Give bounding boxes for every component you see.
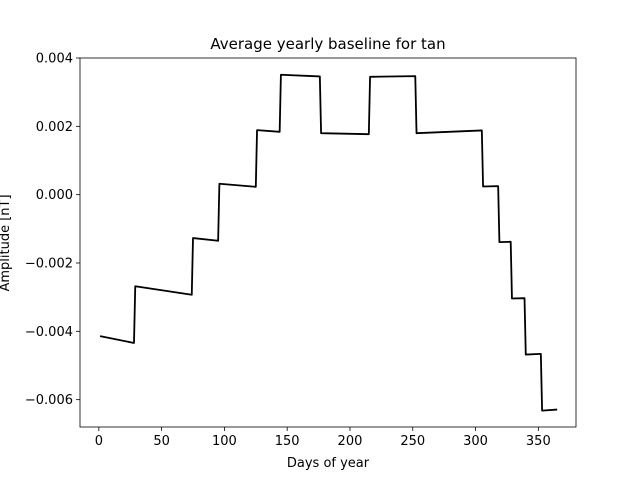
x-tick-label: 150 <box>275 434 300 449</box>
chart-title: Average yearly baseline for tan <box>210 35 445 53</box>
x-tick-label: 100 <box>212 434 237 449</box>
x-axis: 0 50 100 150 200 250 300 350 <box>95 427 551 449</box>
x-tick-label: 350 <box>526 434 551 449</box>
plot-lines <box>99 73 558 412</box>
y-tick-label: 0.002 <box>36 120 73 135</box>
y-tick-label: −0.004 <box>25 325 73 340</box>
y-axis: 0.004 0.002 0.000 −0.002 −0.004 −0.006 <box>25 52 80 408</box>
x-tick-label: 250 <box>400 434 425 449</box>
series-line <box>99 73 558 412</box>
y-axis-label: Amplitude [nT] <box>0 194 13 291</box>
plot-area <box>79 57 577 428</box>
x-tick-label: 0 <box>95 434 103 449</box>
x-tick-label: 300 <box>463 434 488 449</box>
y-tick-label: 0.000 <box>36 188 73 203</box>
y-tick-label: −0.002 <box>25 257 73 272</box>
x-axis-label: Days of year <box>287 456 370 471</box>
x-tick-label: 200 <box>338 434 363 449</box>
y-tick-label: −0.006 <box>25 393 73 408</box>
y-tick-label: 0.004 <box>36 52 73 67</box>
x-tick-label: 50 <box>153 434 170 449</box>
